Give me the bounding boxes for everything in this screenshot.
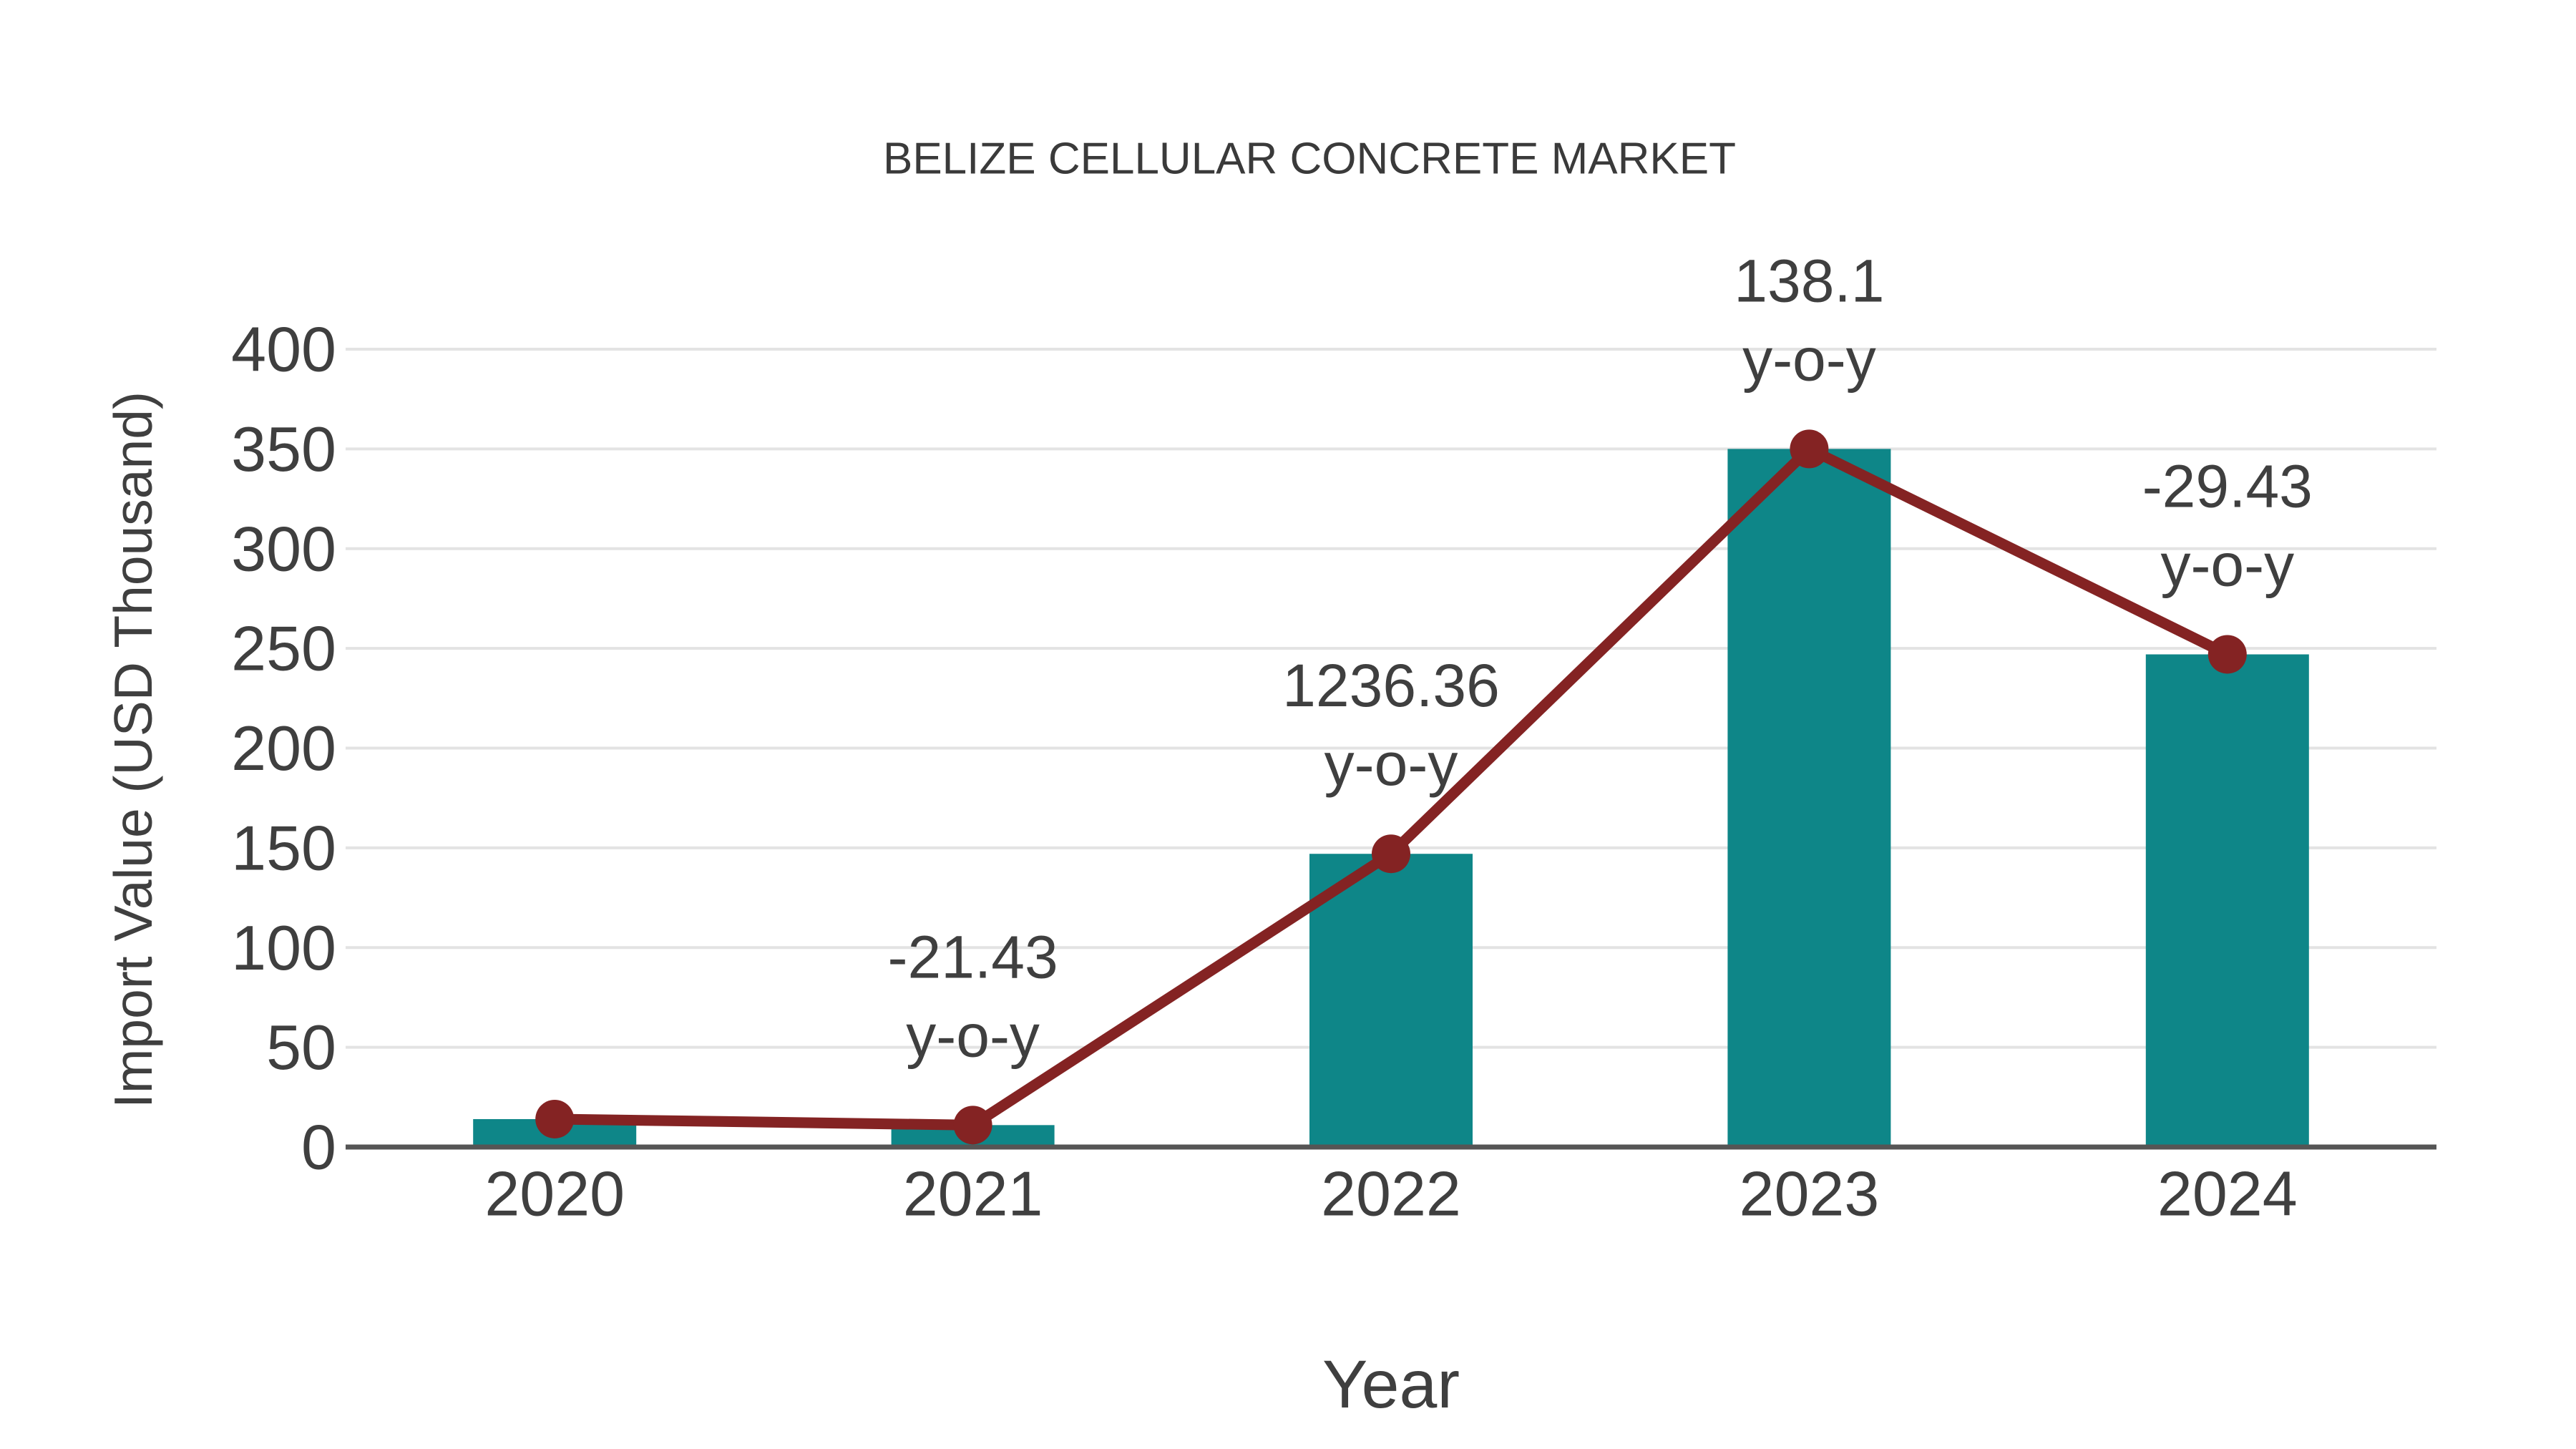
- x-tick-label: 2023: [1740, 1158, 1880, 1229]
- y-tick-label: 400: [231, 314, 336, 385]
- x-axis-title: Year: [1322, 1347, 1460, 1423]
- bar-2023: [1727, 449, 1891, 1147]
- y-tick-label: 200: [231, 713, 336, 784]
- y-tick-label: 250: [231, 613, 336, 684]
- chart-title: BELIZE CELLULAR CONCRETE MARKET: [883, 135, 1736, 184]
- annotation-value: 138.1: [1734, 247, 1884, 314]
- x-tick-label: 2021: [903, 1158, 1043, 1229]
- y-tick-label: 50: [266, 1012, 336, 1083]
- y-tick-label: 150: [231, 812, 336, 883]
- data-point-marker-2022: [1372, 834, 1410, 874]
- y-tick-label: 350: [231, 414, 336, 484]
- data-point-marker-2024: [2207, 635, 2247, 674]
- annotation-value: 1236.36: [1282, 652, 1500, 719]
- y-axis-title: Import Value (USD Thousand): [103, 391, 163, 1108]
- annotation-suffix: y-o-y: [906, 1002, 1040, 1069]
- x-tick-label: 2022: [1321, 1158, 1461, 1229]
- annotation-suffix: y-o-y: [1324, 731, 1458, 798]
- plot-area: 0 50 100 150 200 250 300 350 400 2020 2021 2022 2023…: [231, 247, 2436, 1229]
- annotation-suffix: y-o-y: [1742, 326, 1876, 393]
- annotation-value: -21.43: [888, 923, 1058, 990]
- x-tick-label: 2024: [2157, 1158, 2298, 1229]
- x-tick-label: 2020: [484, 1158, 625, 1229]
- y-tick-label: 100: [231, 912, 336, 983]
- data-point-marker-2023: [1790, 429, 1829, 469]
- annotation-value: -29.43: [2142, 452, 2313, 519]
- bar-2024: [2145, 654, 2309, 1147]
- y-tick-label: 0: [301, 1112, 336, 1183]
- bar-2022: [1309, 854, 1473, 1147]
- data-point-marker-2021: [953, 1106, 992, 1145]
- y-tick-label: 300: [231, 513, 336, 584]
- annotation-suffix: y-o-y: [2160, 531, 2294, 598]
- data-point-marker-2020: [535, 1099, 575, 1138]
